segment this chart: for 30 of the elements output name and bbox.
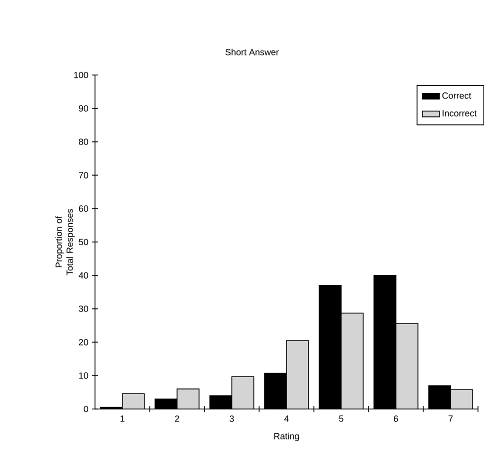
y-tick-label: 60 [78,205,88,212]
x-tick-label: 3 [230,416,234,422]
legend-label: Correct [442,92,472,99]
x-tick-label: 7 [448,416,453,422]
x-tick-label: 6 [394,416,398,422]
x-tick-label: 1 [120,416,124,422]
y-tick-label: 30 [78,306,88,312]
bar [286,340,309,409]
y-tick-label: 50 [78,238,88,246]
bar [450,389,474,409]
y-tick-label: 100 [74,72,88,78]
chart-title: Short Answer [226,48,279,56]
legend-label: Incorrect [442,110,477,116]
y-tick-label: 40 [78,272,88,279]
y-tick-label: 0 [84,406,88,412]
y-tick-label: 90 [78,105,88,112]
x-tick-label: 4 [284,416,289,422]
y-axis-title: Proportion of Total Responses [55,208,75,276]
y-tick-label: 80 [78,138,88,145]
bar [177,388,200,409]
y-tick-label: 20 [78,339,88,346]
y-tick-label: 70 [78,172,88,178]
bar [232,376,254,409]
bar [122,394,144,409]
x-tick-label: 2 [175,416,180,422]
x-tick-label: 5 [339,416,344,422]
bar [396,323,418,409]
bar [341,313,364,409]
x-axis-title: Rating [274,432,299,442]
y-tick-label: 10 [79,372,88,379]
